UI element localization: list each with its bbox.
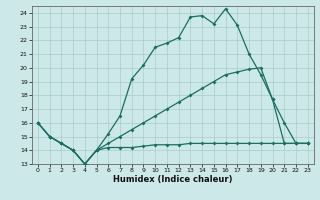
X-axis label: Humidex (Indice chaleur): Humidex (Indice chaleur) bbox=[113, 175, 233, 184]
